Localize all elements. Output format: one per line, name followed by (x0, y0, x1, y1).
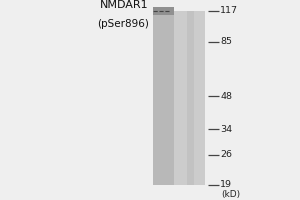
Text: (pSer896): (pSer896) (97, 19, 148, 29)
Bar (153, 7, 174, 15)
Bar (187, 11, 194, 185)
Text: (kD): (kD) (222, 190, 241, 199)
Text: 48: 48 (220, 92, 232, 101)
Text: 34: 34 (220, 125, 232, 134)
Bar (154, 11, 205, 185)
Text: NMDAR1: NMDAR1 (100, 0, 148, 10)
Text: 85: 85 (220, 37, 232, 46)
Text: 19: 19 (220, 180, 232, 189)
Text: 26: 26 (220, 150, 232, 159)
Bar (153, 11, 174, 185)
Text: 117: 117 (220, 6, 238, 15)
